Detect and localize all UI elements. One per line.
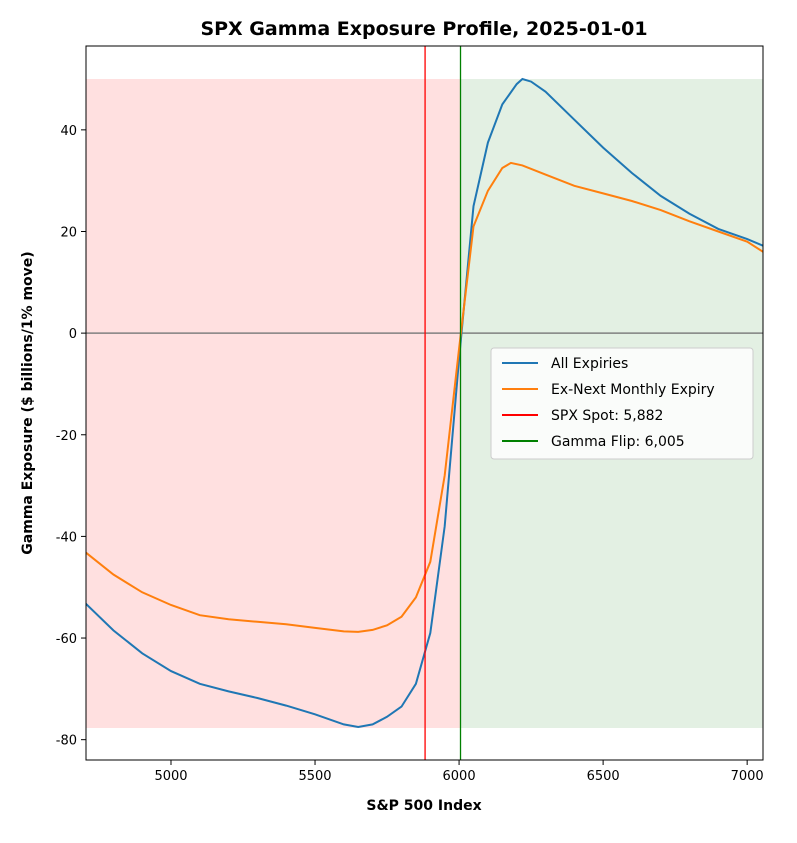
legend: All Expiries Ex-Next Monthly Expiry SPX Sp… (490, 347, 754, 460)
y-tick-label: -40 (56, 530, 77, 545)
legend-label: All Expiries (551, 356, 628, 372)
y-tick-label: 40 (60, 124, 77, 139)
legend-label: SPX Spot: 5,882 (551, 408, 663, 424)
x-tick-label: 7000 (731, 769, 764, 784)
series-line-0 (86, 77, 763, 729)
x-tick-label: 6000 (443, 769, 476, 784)
x-axis-label: S&P 500 Index (366, 798, 481, 814)
y-tick-label: -60 (56, 632, 77, 647)
x-tick-label: 6500 (587, 769, 620, 784)
y-tick-label: 0 (69, 327, 77, 342)
y-tick-label: 20 (60, 225, 77, 240)
series-line-1 (86, 161, 763, 633)
x-tick-label: 5000 (154, 769, 187, 784)
y-axis-label: Gamma Exposure ($ billions/1% move) (20, 251, 36, 554)
x-tick-label: 5500 (298, 769, 331, 784)
chart-title: SPX Gamma Exposure Profile, 2025-01-01 (200, 18, 647, 40)
region-negative-gamma (86, 79, 461, 728)
plot-frame (85, 45, 764, 761)
y-tick-label: -20 (56, 429, 77, 444)
y-tick-label: -80 (56, 734, 77, 749)
legend-label: Ex-Next Monthly Expiry (551, 382, 715, 398)
legend-box (490, 347, 754, 460)
legend-label: Gamma Flip: 6,005 (551, 434, 685, 450)
